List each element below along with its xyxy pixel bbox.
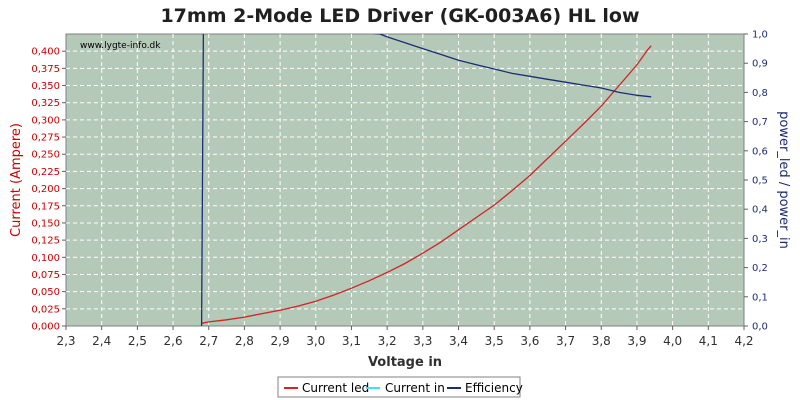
legend: Current led Current in Efficiency <box>277 376 523 398</box>
x-tick-label: 3,6 <box>520 334 539 348</box>
y-left-tick-label: 0,175 <box>31 201 60 212</box>
y-right-tick-label: 0,7 <box>752 117 768 128</box>
y-axis-right-title: power_led / power_in <box>776 111 791 249</box>
series-layer <box>200 34 652 326</box>
x-tick-label: 2,4 <box>92 334 111 348</box>
grid <box>66 34 744 326</box>
series-line-efficiency <box>200 34 652 326</box>
x-tick-label: 3,1 <box>342 334 361 348</box>
x-axis-title: Voltage in <box>368 355 442 370</box>
y-right-tick-label: 0,9 <box>752 59 768 70</box>
x-tick-label: 2,8 <box>235 334 254 348</box>
y-left-tick-label: 0,250 <box>31 150 60 161</box>
y-left-tick-label: 0,100 <box>31 253 60 264</box>
y-right-tick-label: 0,2 <box>752 263 768 274</box>
y-left-tick-label: 0,025 <box>31 304 60 315</box>
x-tick-label: 2,5 <box>128 334 147 348</box>
x-tick-label: 2,3 <box>56 334 75 348</box>
x-tick-label: 4,0 <box>663 334 682 348</box>
y-right-tick-label: 0,0 <box>752 322 768 333</box>
y-left-tick-label: 0,200 <box>31 184 60 195</box>
chart-title: 17mm 2-Mode LED Driver (GK-003A6) HL low <box>160 5 639 27</box>
x-tick-label: 3,8 <box>592 334 611 348</box>
x-tick-label: 2,7 <box>199 334 218 348</box>
y-left-tick-label: 0,125 <box>31 236 60 247</box>
y-left-tick-label: 0,300 <box>31 115 60 126</box>
x-tick-label: 4,1 <box>699 334 718 348</box>
y-left-tick-label: 0,050 <box>31 287 60 298</box>
y-right-tick-label: 0,1 <box>752 292 768 303</box>
y-right-tick-label: 0,6 <box>752 146 768 157</box>
legend-label: Current led <box>302 381 369 395</box>
watermark: www.lygte-info.dk <box>80 41 161 51</box>
x-tick-label: 3,4 <box>449 334 468 348</box>
x-tick-label: 4,2 <box>734 334 753 348</box>
y-left-tick-label: 0,000 <box>31 322 60 333</box>
x-tick-label: 3,0 <box>306 334 325 348</box>
y-left-tick-label: 0,075 <box>31 270 60 281</box>
legend-box <box>277 376 521 398</box>
x-tick-label: 3,9 <box>627 334 646 348</box>
y-right-tick-label: 0,4 <box>752 205 768 216</box>
y-left-tick-label: 0,400 <box>31 47 60 58</box>
y-left-tick-label: 0,325 <box>31 98 60 109</box>
y-left-tick-label: 0,275 <box>31 133 60 144</box>
x-tick-label: 3,5 <box>485 334 504 348</box>
y-left-tick-label: 0,350 <box>31 81 60 92</box>
legend-label: Current in <box>385 381 445 395</box>
axes-layer: 2,3 2,4 2,5 2,6 2,7 2,8 2,9 3,0 3,1 3,2 3,3 3,4 3,5 3… <box>31 30 768 349</box>
y-left-tick-label: 0,375 <box>31 64 60 75</box>
y-right-tick-label: 0,3 <box>752 234 768 245</box>
x-tick-label: 2,9 <box>271 334 290 348</box>
y-right-tick-label: 1,0 <box>752 30 768 41</box>
y-right-tick-label: 0,8 <box>752 88 768 99</box>
legend-label: Efficiency <box>465 381 523 395</box>
x-tick-label: 3,3 <box>413 334 432 348</box>
y-axis-left-title: Current (Ampere) <box>9 123 24 237</box>
x-tick-label: 3,7 <box>556 334 575 348</box>
x-tick-label: 2,6 <box>164 334 183 348</box>
series-line-current-led <box>201 45 652 324</box>
x-tick-label: 3,2 <box>378 334 397 348</box>
y-right-tick-label: 0,5 <box>752 176 768 187</box>
y-left-tick-label: 0,225 <box>31 167 60 178</box>
y-left-tick-label: 0,150 <box>31 218 60 229</box>
plot-area <box>65 33 745 327</box>
